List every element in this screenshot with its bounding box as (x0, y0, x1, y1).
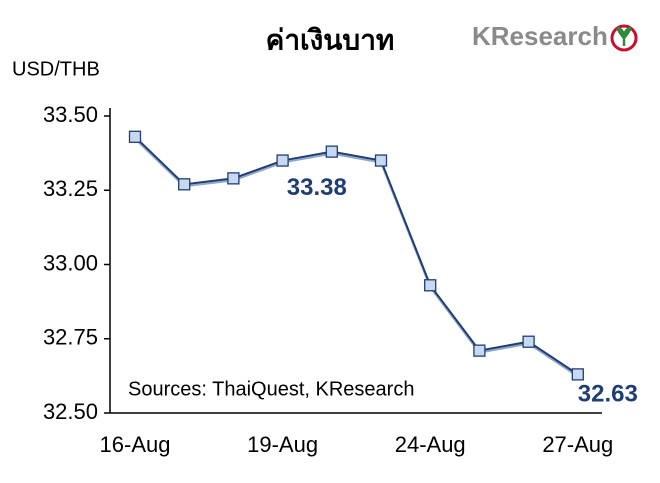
annotation: Sources: ThaiQuest, KResearch (128, 378, 414, 400)
line-shadow (134, 138, 579, 378)
marker (325, 145, 338, 158)
marker (128, 130, 142, 143)
y-tick-label: 33.00 (43, 250, 98, 275)
marker (522, 335, 535, 348)
marker (374, 154, 388, 167)
marker (571, 368, 584, 381)
y-tick-label: 33.50 (43, 102, 98, 127)
marker (276, 154, 289, 167)
x-tick-label: 24-Aug (395, 432, 466, 457)
logo-leaf (616, 26, 632, 46)
data-label: 32.63 (578, 381, 638, 408)
marker (424, 279, 437, 292)
x-tick-label: 19-Aug (247, 432, 318, 457)
x-tick-label: 16-Aug (100, 432, 171, 457)
marker (227, 172, 240, 185)
y-tick-label: 33.25 (43, 176, 98, 201)
chart-title: ค่าเงินบาท (266, 24, 395, 55)
data-label: 33.38 (287, 174, 347, 201)
marker (178, 178, 191, 191)
marker (473, 344, 486, 357)
y-axis-label: USD/THB (12, 58, 100, 80)
y-tick-label: 32.75 (43, 325, 98, 350)
y-tick-label: 32.50 (43, 399, 98, 424)
line (134, 136, 579, 376)
logo-text: KResearch (472, 21, 608, 51)
x-tick-label: 27-Aug (542, 432, 613, 457)
